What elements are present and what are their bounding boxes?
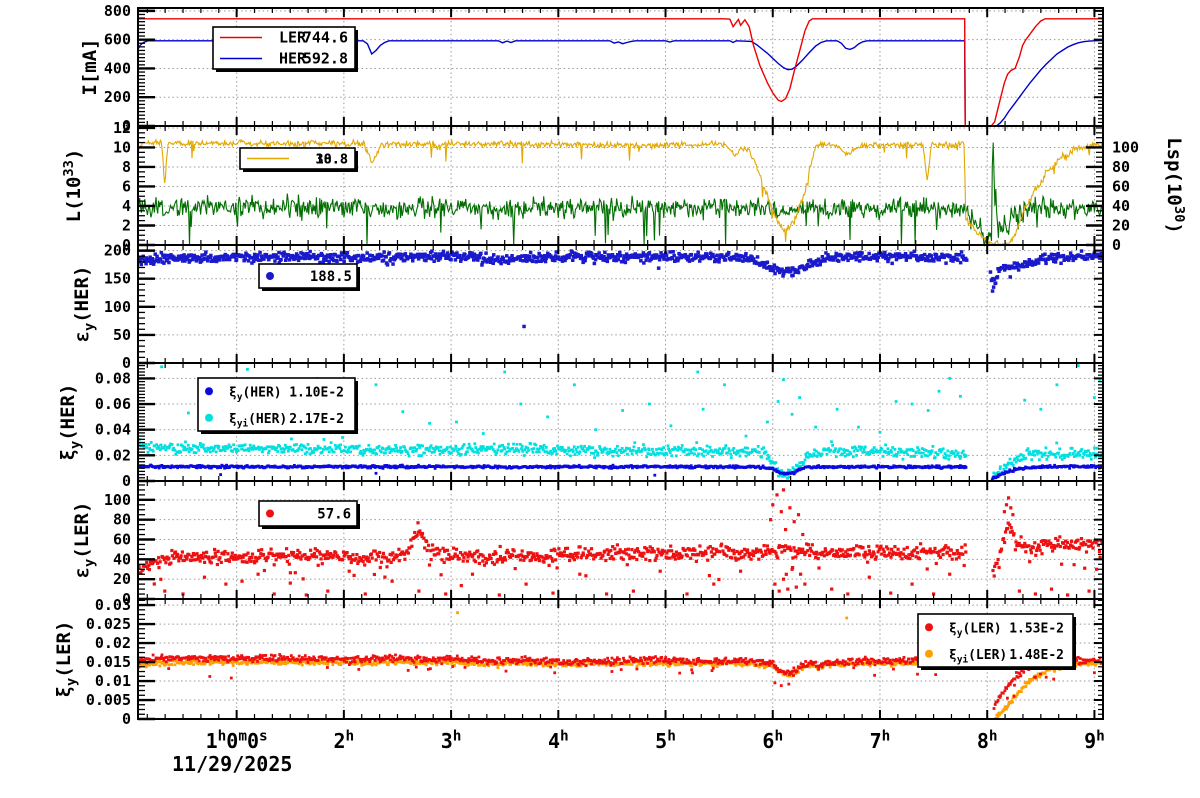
ticks xyxy=(138,599,1103,721)
svg-text:592.8: 592.8 xyxy=(303,50,348,68)
svg-text:10: 10 xyxy=(113,138,131,156)
svg-text:744.6: 744.6 xyxy=(303,29,348,47)
svg-text:38.8: 38.8 xyxy=(315,152,348,168)
svg-text:1.10E-2: 1.10E-2 xyxy=(289,385,344,400)
panel-xiy-HER: 0 0.02 0.04 0.06 0.08 ξy(HER) ξy(HER) 1.10E-2ξy… xyxy=(57,362,1104,490)
series-xiy-HER-points xyxy=(137,463,1104,482)
svg-text:0: 0 xyxy=(122,354,131,372)
svg-text:4: 4 xyxy=(122,197,131,215)
svg-text:ξy(HER): ξy(HER) xyxy=(57,384,83,461)
svg-text:εy(HER): εy(HER) xyxy=(71,266,97,343)
svg-text:200: 200 xyxy=(104,88,131,106)
ticks xyxy=(138,481,1103,601)
svg-text:400: 400 xyxy=(104,59,131,77)
svg-text:100: 100 xyxy=(104,298,131,316)
svg-text:L(1033): L(1033) xyxy=(61,149,85,223)
svg-text:800: 800 xyxy=(104,2,131,20)
svg-text:100: 100 xyxy=(1112,138,1139,156)
grid xyxy=(138,245,1103,363)
series-L-luminosity xyxy=(137,137,1104,247)
svg-text:50: 50 xyxy=(113,326,131,344)
svg-text:0: 0 xyxy=(122,472,131,490)
svg-text:12: 12 xyxy=(113,119,131,137)
svg-text:HER: HER xyxy=(279,50,307,68)
x-axis-labels: 1h0m0s 2h 3h 4h 5h 6h 7h 8h 9h xyxy=(206,728,1105,753)
x-axis-date: 11/29/2025 xyxy=(172,752,293,776)
svg-text:I[mA]: I[mA] xyxy=(79,38,101,95)
svg-text:60: 60 xyxy=(1112,177,1130,195)
grid xyxy=(138,363,1103,481)
series-LER-current xyxy=(138,18,1103,127)
svg-text:40: 40 xyxy=(1112,197,1130,215)
svg-text:0.08: 0.08 xyxy=(95,369,131,387)
svg-text:0: 0 xyxy=(122,117,131,135)
svg-text:150: 150 xyxy=(104,270,131,288)
legend-ey-LER: 57.6 xyxy=(258,500,360,529)
ticks xyxy=(138,363,1103,483)
svg-text:ξy(HER): ξy(HER) xyxy=(229,385,282,403)
svg-text:LER: LER xyxy=(279,29,307,47)
grid xyxy=(138,126,1103,245)
series-HER-current xyxy=(137,39,1104,127)
series-xiyi-HER-points xyxy=(137,364,1104,482)
svg-text:Lsp(1030): Lsp(1030) xyxy=(1163,137,1187,234)
svg-text:0.06: 0.06 xyxy=(95,395,131,413)
svg-text:200: 200 xyxy=(104,242,131,260)
series-ey-LER-points xyxy=(137,488,1104,597)
svg-text:0: 0 xyxy=(1112,236,1121,254)
ticks xyxy=(138,8,1103,128)
svg-text:188.5: 188.5 xyxy=(310,269,352,285)
svg-text:0.04: 0.04 xyxy=(95,421,131,439)
svg-text:20: 20 xyxy=(1112,216,1130,234)
svg-text:0: 0 xyxy=(122,236,131,254)
svg-text:2.17E-2: 2.17E-2 xyxy=(289,412,344,427)
panel-ey-HER: 0 50 100 150 200 εy(HER) 188.5 xyxy=(71,242,1104,372)
legend-ey-HER: 188.5 xyxy=(258,263,360,291)
svg-text:ξyi(HER): ξyi(HER) xyxy=(229,412,287,430)
svg-text:0.02: 0.02 xyxy=(95,446,131,464)
svg-text:10.8: 10.8 xyxy=(315,152,348,168)
legend-luminosity: 10.838.8 xyxy=(239,147,358,172)
svg-text:8: 8 xyxy=(122,158,131,176)
svg-text:6: 6 xyxy=(122,177,131,195)
svg-text:600: 600 xyxy=(104,31,131,49)
svg-text:2: 2 xyxy=(122,216,131,234)
svg-text:80: 80 xyxy=(1112,158,1130,176)
grid xyxy=(138,8,1103,126)
series-Lsp-specific-luminosity xyxy=(137,142,1104,247)
